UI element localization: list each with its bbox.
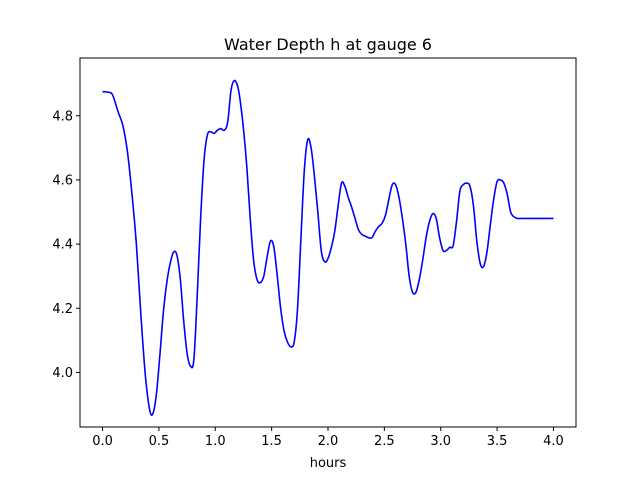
y-axis: 4.0 4.2 4.4 4.6 4.8 <box>52 109 80 381</box>
plot-area-frame <box>79 57 577 428</box>
x-tick-label: 1.0 <box>205 434 226 449</box>
x-tick-label: 0.5 <box>149 434 170 449</box>
x-axis: 0.0 0.5 1.0 1.5 2.0 2.5 3.0 3.5 4.0 <box>92 427 564 449</box>
x-tick-label: 3.0 <box>430 434 451 449</box>
y-tick-label: 4.6 <box>52 173 73 188</box>
x-tick-label: 3.5 <box>487 434 508 449</box>
y-tick-label: 4.2 <box>52 302 73 317</box>
x-tick-label: 2.5 <box>374 434 395 449</box>
x-tick-label: 4.0 <box>543 434 564 449</box>
y-tick-label: 4.0 <box>52 366 73 381</box>
x-tick-label: 1.5 <box>261 434 282 449</box>
chart-title: Water Depth h at gauge 6 <box>224 35 432 54</box>
series-line <box>102 79 554 417</box>
x-axis-label: hours <box>310 456 347 471</box>
y-tick-label: 4.8 <box>52 109 73 124</box>
x-tick-label: 2.0 <box>318 434 339 449</box>
x-tick-label: 0.0 <box>92 434 113 449</box>
y-tick-label: 4.4 <box>52 238 73 253</box>
